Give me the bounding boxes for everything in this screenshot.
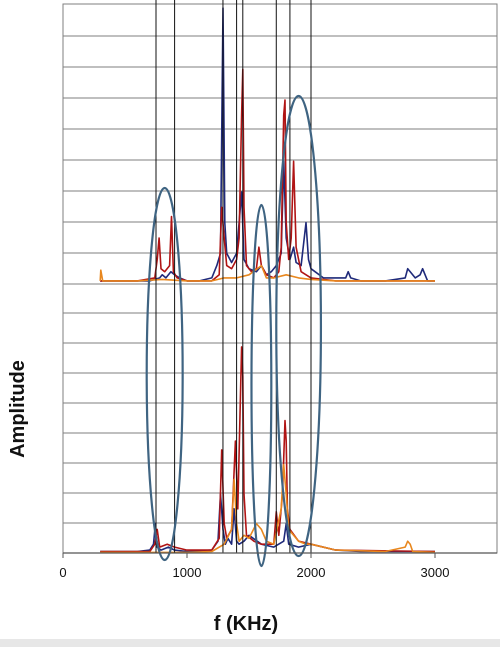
highlight-ellipses — [145, 94, 323, 568]
x-axis-title: f (KHz) — [214, 613, 278, 635]
upper-panel-grid — [62, 3, 498, 285]
upper-series-line-3 — [99, 264, 435, 282]
upper-series-line-2 — [100, 68, 435, 282]
x-tick-label: 0 — [59, 565, 66, 580]
lower-series-line-3 — [100, 463, 436, 554]
highlight-ellipse — [275, 94, 323, 558]
x-tick-label: 3000 — [421, 565, 450, 580]
lower-panel-grid — [62, 283, 498, 554]
y-axis-title: Amplitude — [7, 360, 29, 458]
bottom-strip — [0, 639, 500, 647]
x-axis-tick-labels: 0 1000 2000 3000 — [59, 552, 497, 580]
highlight-ellipse — [145, 186, 184, 562]
x-tick-label: 2000 — [297, 565, 326, 580]
x-tick-label: 1000 — [173, 565, 202, 580]
upper-plot-frame — [62, 3, 498, 285]
highlight-ellipse — [250, 203, 273, 568]
upper-panel-series — [99, 7, 435, 282]
